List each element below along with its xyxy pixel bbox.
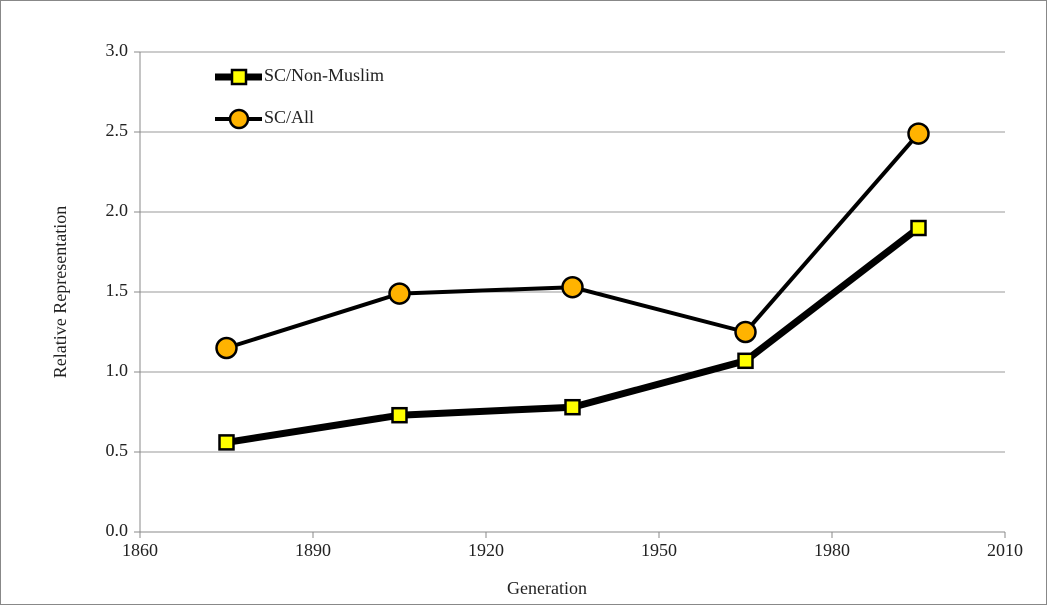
data-point [737, 352, 754, 370]
legend-marker [230, 68, 248, 86]
data-point [391, 406, 408, 424]
y-tick-label: 1.0 [106, 360, 129, 380]
x-tick-label: 1860 [122, 540, 158, 560]
legend-marker [228, 108, 250, 130]
x-tick-label: 1980 [814, 540, 850, 560]
data-point [564, 398, 581, 416]
x-tick-label: 1920 [468, 540, 504, 560]
y-tick-label: 3.0 [106, 40, 129, 60]
x-tick-label: 2010 [987, 540, 1023, 560]
legend-label: SC/All [264, 107, 314, 127]
x-tick-label: 1890 [295, 540, 331, 560]
data-point [218, 434, 235, 451]
y-tick-label: 1.5 [106, 280, 129, 300]
data-point [907, 122, 930, 145]
y-axis-label: Relative Representation [50, 206, 70, 378]
data-point [734, 320, 757, 344]
legend-label: SC/Non-Muslim [264, 65, 384, 85]
y-tick-label: 0.0 [106, 520, 129, 540]
y-tick-label: 2.5 [106, 120, 129, 140]
y-tick-label: 0.5 [106, 440, 129, 460]
data-point [215, 336, 238, 360]
data-point [388, 282, 411, 305]
x-axis-label: Generation [507, 578, 587, 598]
data-point [910, 219, 927, 237]
y-tick-label: 2.0 [106, 200, 129, 220]
data-point [561, 275, 584, 299]
x-tick-label: 1950 [641, 540, 677, 560]
